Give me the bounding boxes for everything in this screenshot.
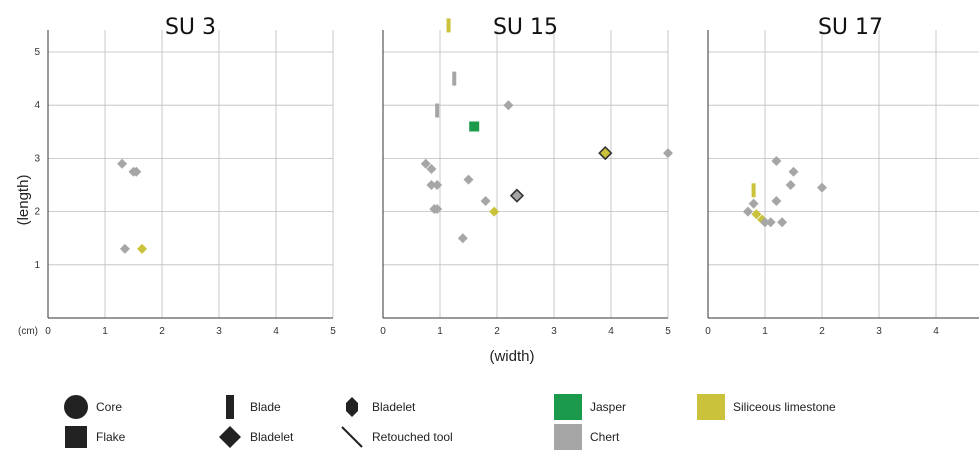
data-point: [598, 145, 613, 161]
x-tick-label: 2: [494, 326, 500, 337]
legend-label: Bladelet: [250, 430, 294, 444]
x-tick-label: 1: [102, 326, 108, 337]
x-axis-label: (width): [489, 348, 534, 365]
legend-label: Jasper: [590, 400, 626, 414]
data-point: [420, 158, 431, 169]
x-tick-label: 0: [705, 326, 711, 337]
data-point: [432, 180, 443, 190]
panel-title: SU 17: [818, 15, 883, 40]
legend-label: Siliceous limestone: [733, 400, 836, 414]
data-point: [765, 217, 776, 228]
unit-label: (cm): [18, 326, 38, 337]
data-point: [503, 100, 514, 111]
jasper-swatch: [554, 394, 582, 420]
legend-item: Bladelet: [346, 397, 416, 417]
data-point: [457, 233, 468, 244]
legend: Core Flake Blade Bladelet Bladelet Retouched …: [64, 394, 836, 450]
data-point: [663, 148, 673, 159]
legend-item: Core: [64, 395, 122, 419]
legend-item: Blade: [226, 395, 281, 419]
legend-item: Jasper: [554, 394, 626, 420]
y-axis-label: (length): [15, 175, 32, 226]
data-point: [751, 183, 756, 198]
legend-label: Core: [96, 400, 122, 414]
legend-item: Chert: [554, 424, 620, 450]
data-point: [435, 103, 440, 118]
legend-label: Flake: [96, 430, 126, 444]
bladelet-symbol-icon: [346, 397, 358, 417]
y-tick-label: 4: [34, 100, 40, 111]
data-point: [742, 206, 753, 217]
data-point: [119, 243, 130, 254]
chert-swatch: [554, 424, 582, 450]
x-tick-label: 3: [876, 326, 882, 337]
data-point: [117, 158, 128, 169]
data-point: [817, 182, 827, 193]
data-point: [480, 195, 491, 206]
data-point: [432, 203, 443, 214]
x-tick-label: 5: [330, 326, 336, 337]
data-point: [426, 164, 437, 175]
x-tick-label: 4: [608, 326, 614, 337]
x-tick-label: 1: [437, 326, 443, 337]
scatter-panel: 0 1 2 3 4 5 SU 15: [380, 15, 673, 337]
legend-label: Retouched tool: [372, 430, 453, 444]
blade-symbol-icon: [226, 395, 234, 419]
legend-label: Chert: [590, 430, 620, 444]
data-point: [748, 198, 759, 209]
data-point: [463, 174, 474, 185]
data-point: [469, 121, 480, 132]
legend-item: Retouched tool: [341, 426, 453, 448]
legend-label: Bladelet: [372, 400, 416, 414]
data-point: [452, 71, 457, 86]
x-tick-label: 2: [159, 326, 165, 337]
x-tick-label: 1: [762, 326, 768, 337]
data-point: [777, 217, 788, 228]
flake-symbol-icon: [65, 426, 87, 448]
data-point: [771, 195, 782, 206]
y-tick-label: 1: [34, 260, 40, 271]
retouched-tool-symbol-icon: [341, 426, 363, 448]
data-point: [509, 188, 525, 203]
panel-title: SU 3: [165, 15, 216, 40]
x-tick-label: 0: [380, 326, 386, 337]
data-point: [426, 180, 437, 190]
x-tick-label: 3: [551, 326, 557, 337]
y-tick-label: 2: [34, 207, 40, 218]
data-point: [137, 243, 148, 254]
y-tick-label: 3: [34, 153, 40, 164]
data-point: [788, 166, 799, 177]
limestone-swatch: [697, 394, 725, 420]
legend-label: Blade: [250, 400, 281, 414]
x-tick-label: 4: [933, 326, 939, 337]
bladelet-diamond-symbol-icon: [219, 426, 241, 448]
data-point: [760, 217, 770, 228]
legend-item: Siliceous limestone: [697, 394, 836, 420]
x-tick-label: 2: [819, 326, 825, 337]
scatter-panel: 0 1 2 3 4 5 1 2 3 4 5 (cm) SU 3: [18, 15, 336, 337]
data-point: [785, 180, 796, 190]
x-tick-label: 3: [216, 326, 222, 337]
data-point: [771, 156, 782, 167]
x-tick-label: 4: [273, 326, 279, 337]
core-symbol-icon: [64, 395, 88, 419]
data-point: [446, 18, 451, 33]
panel-title: SU 15: [493, 15, 558, 40]
x-tick-label: 5: [665, 326, 671, 337]
data-point: [131, 166, 142, 177]
legend-item: Bladelet: [219, 426, 294, 448]
data-point: [489, 206, 500, 217]
y-tick-label: 5: [34, 47, 40, 58]
data-point: [751, 209, 762, 220]
legend-item: Flake: [65, 426, 126, 448]
x-tick-label: 0: [45, 326, 51, 337]
